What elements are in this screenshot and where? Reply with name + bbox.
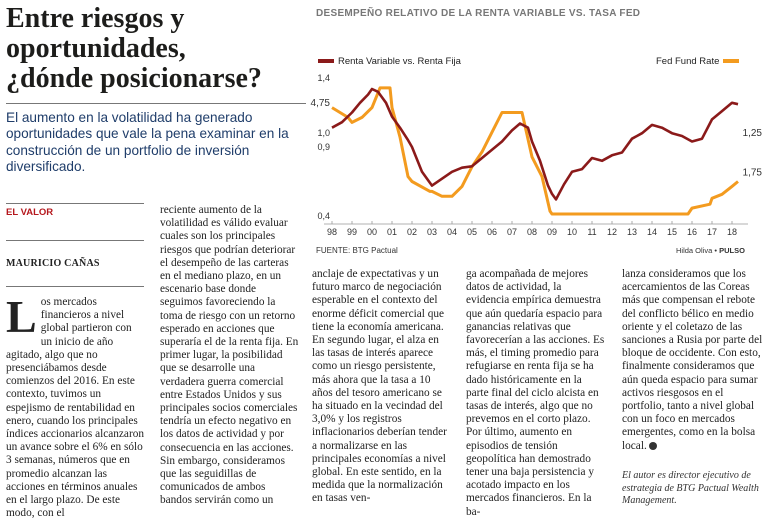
headline-line: oportunidades,	[6, 33, 186, 64]
column-text: reciente aumento de la volatilidad es vá…	[160, 204, 299, 507]
x-tick-label: 11	[587, 227, 596, 237]
article-column-5: lanza consideramos que los acercamientos…	[622, 268, 764, 453]
x-tick-label: 18	[727, 227, 737, 237]
legend-label: Renta Variable vs. Renta Fija	[338, 56, 461, 67]
renta-variable-line	[331, 87, 739, 201]
dropcap: L	[6, 291, 37, 342]
chart-source: FUENTE: BTG Pactual	[316, 246, 398, 255]
article-column-3: anclaje de expectativas y un futuro marc…	[312, 268, 452, 506]
author-bio: El autor es director ejecutivo de estrat…	[622, 470, 759, 506]
legend-item-renta: Renta Variable vs. Renta Fija	[318, 56, 461, 67]
x-tick-label: 15	[667, 227, 677, 237]
legend-swatch	[723, 59, 740, 64]
left-tick-label: 1,0	[317, 128, 330, 138]
lead-paragraph: El aumento en la volatilidad ha generado…	[6, 110, 289, 175]
x-tick-label: 14	[647, 227, 657, 237]
x-tick-label: 13	[627, 227, 637, 237]
x-tick-label: 01	[387, 227, 397, 237]
credit-separator: •	[712, 246, 720, 255]
x-tick-label: 99	[347, 227, 357, 237]
x-tick-label: 12	[607, 227, 617, 237]
x-tick-label: 07	[507, 227, 517, 237]
divider	[6, 240, 144, 241]
chart-title: DESEMPEÑO RELATIVO DE LA RENTA VARIABLE …	[316, 8, 641, 19]
x-tick-label: 08	[527, 227, 537, 237]
line-chart: 1,4 1,0 0,9 0,4 4,75 1,25 1,75 98 99 00 01 02 03 04…	[311, 73, 763, 237]
divider	[6, 103, 306, 104]
x-tick-label: 16	[687, 227, 697, 237]
legend-item-fed: Fed Fund Rate	[656, 56, 740, 67]
x-tick-label: 98	[327, 227, 337, 237]
x-tick-label: 04	[447, 227, 457, 237]
credit-outlet: PULSO	[719, 246, 745, 255]
headline-line: ¿dónde posicionarse?	[6, 63, 262, 94]
left-tick-label: 0,4	[317, 211, 330, 221]
x-tick-label: 06	[487, 227, 497, 237]
x-tick-label: 05	[467, 227, 477, 237]
column-text: anclaje de expectativas y un futuro marc…	[312, 268, 447, 505]
left-tick-label: 0,9	[317, 142, 330, 152]
x-tick-label: 10	[567, 227, 577, 237]
credit-name: Hilda Oliva	[676, 246, 713, 255]
column-text: ga acompañada de mejores datos de activi…	[466, 268, 605, 518]
x-tick-label: 00	[367, 227, 377, 237]
legend-swatch	[318, 59, 334, 64]
x-tick-label: 17	[707, 227, 717, 237]
chart-credit: Hilda Oliva • PULSO	[676, 246, 745, 255]
author-name: MAURICIO CAÑAS	[6, 258, 100, 269]
x-tick-label: 03	[427, 227, 437, 237]
article-column-4: ga acompañada de mejores datos de activi…	[466, 268, 606, 519]
left-annotation: 4,75	[311, 98, 331, 109]
column-text: os mercados financieros a nivel global p…	[6, 296, 145, 520]
headline-line: Entre riesgos y	[6, 3, 185, 34]
divider	[6, 203, 144, 204]
right-tick-label: 1,25	[743, 128, 763, 139]
x-tick-label: 09	[547, 227, 557, 237]
legend-label: Fed Fund Rate	[656, 56, 720, 67]
x-tick-label: 02	[407, 227, 417, 237]
right-tick-label: 1,75	[743, 168, 763, 179]
left-tick-label: 1,4	[317, 73, 330, 83]
divider	[6, 286, 144, 287]
end-mark-icon	[648, 442, 657, 451]
article-column-2: reciente aumento de la volatilidad es vá…	[160, 204, 300, 508]
section-tag: EL VALOR	[6, 207, 54, 218]
headline: Entre riesgos y oportunidades, ¿dónde po…	[6, 4, 316, 94]
column-text: lanza consideramos que los acercamientos…	[622, 268, 763, 452]
